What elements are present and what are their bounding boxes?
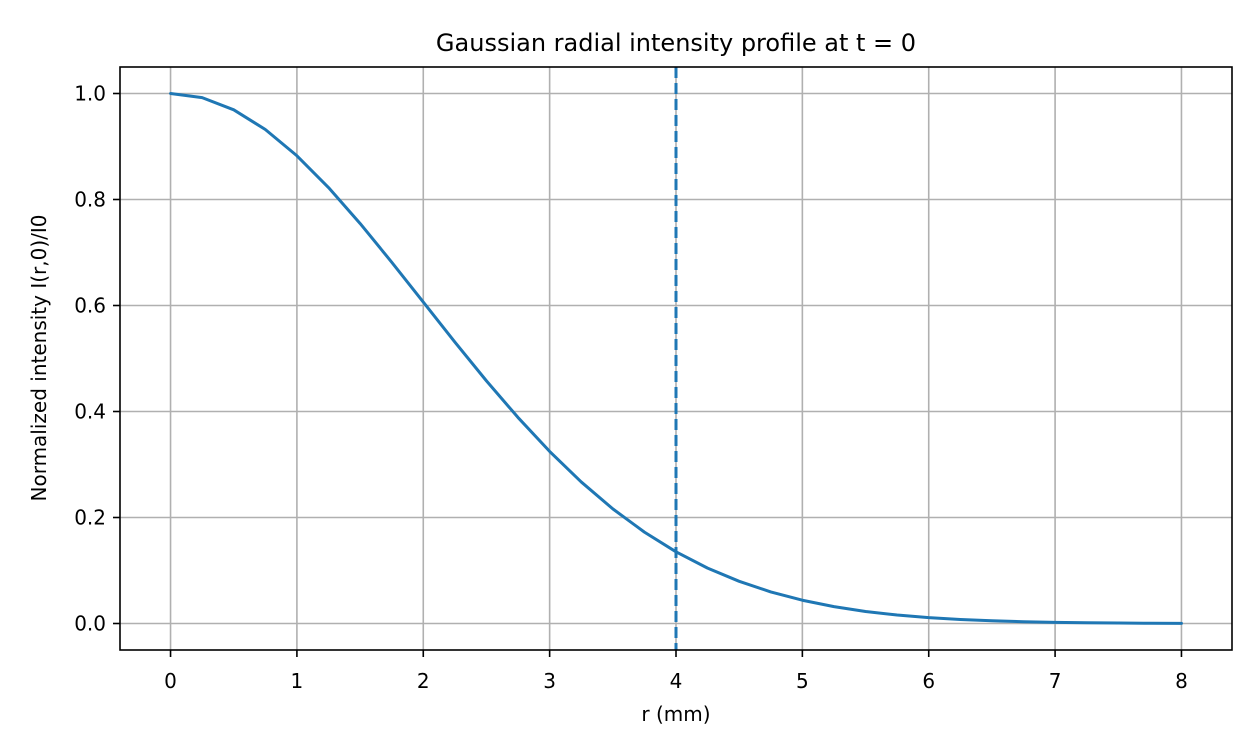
x-tick-label: 7 xyxy=(1049,669,1062,693)
x-tick-label: 4 xyxy=(670,669,683,693)
x-axis-label: r (mm) xyxy=(641,702,710,726)
y-tick-label: 0.2 xyxy=(74,506,106,530)
x-tick-label: 5 xyxy=(796,669,809,693)
y-tick-label: 0.6 xyxy=(74,294,106,318)
x-tick-label: 1 xyxy=(291,669,304,693)
x-tick-label: 3 xyxy=(543,669,556,693)
y-tick-label: 0.4 xyxy=(74,400,106,424)
x-tick-label: 2 xyxy=(417,669,430,693)
x-tick-label: 6 xyxy=(922,669,935,693)
y-axis-label: Normalized intensity I(r,0)/I0 xyxy=(27,214,51,501)
plot-area xyxy=(169,67,1183,650)
chart-title: Gaussian radial intensity profile at t =… xyxy=(436,29,916,57)
y-axis: 0.0 0.2 0.4 0.6 0.8 1.0 xyxy=(74,82,120,636)
y-tick-label: 1.0 xyxy=(74,82,106,106)
x-tick-label: 8 xyxy=(1175,669,1188,693)
x-axis: 0 1 2 3 4 5 6 7 8 xyxy=(164,650,1188,693)
y-tick-label: 0.8 xyxy=(74,188,106,212)
y-tick-label: 0.0 xyxy=(74,612,106,636)
x-tick-label: 0 xyxy=(164,669,177,693)
